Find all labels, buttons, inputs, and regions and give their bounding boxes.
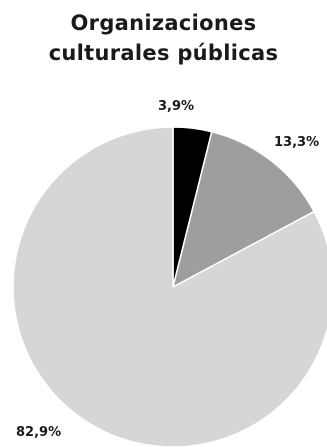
chart-title: Organizaciones culturales públicas <box>0 8 327 68</box>
chart-title-line-1: Organizaciones <box>70 11 257 35</box>
pie-slice-label-1: 3,9% <box>158 99 194 114</box>
pie-labels: 3,9% 13,3% 82,9% <box>16 99 319 440</box>
pie-slice-3 <box>12 126 327 447</box>
pie-slice-label-2: 13,3% <box>274 135 319 150</box>
chart-title-line-2: culturales públicas <box>48 41 279 65</box>
pie-slice-label-3: 82,9% <box>16 425 61 440</box>
pie-slice-2 <box>172 131 315 288</box>
pie-slices <box>12 126 327 447</box>
